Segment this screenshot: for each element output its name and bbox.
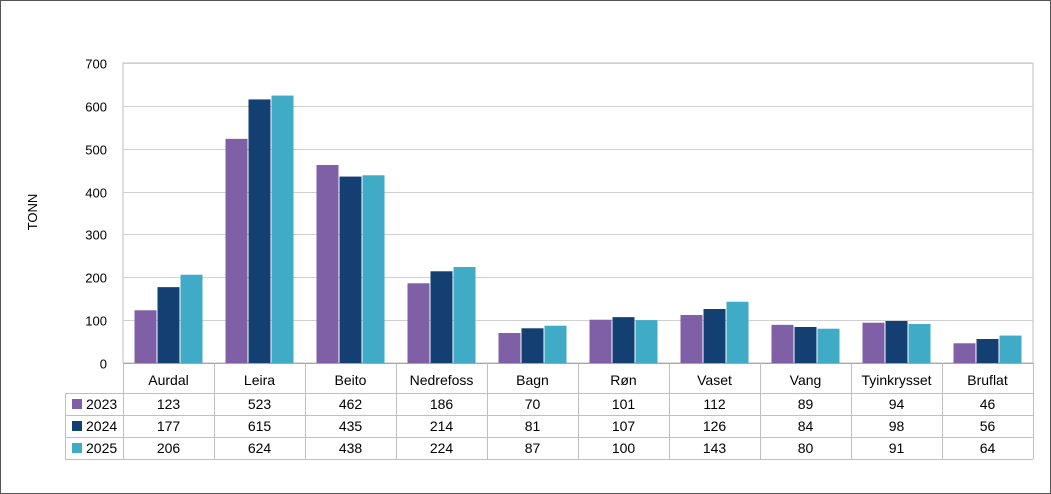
bar-2023-Vaset [680,315,703,363]
category-label: Nedrefoss [410,372,474,388]
data-label: 126 [703,418,727,434]
data-label: 91 [889,440,905,456]
bar-2025-Beito [362,175,385,363]
category-label: Beito [335,372,367,388]
series-label: 2024 [86,418,117,434]
y-tick-label: 100 [85,314,107,329]
series-label: 2023 [86,396,117,412]
bar-2023-Røn [589,319,612,363]
category-label: Aurdal [148,372,188,388]
bar-2023-Beito [316,165,339,363]
bar-2024-Aurdal [157,287,180,363]
data-label: 112 [703,396,726,412]
y-tick-label: 400 [85,186,107,201]
data-label: 438 [339,440,363,456]
data-label: 101 [612,396,636,412]
category-label: Vaset [697,372,732,388]
bar-2025-Tyinkrysset [908,324,931,363]
legend-key-2025 [72,443,82,453]
bar-2025-Aurdal [180,274,203,363]
legend-key-2023 [72,399,82,409]
bar-2024-Bruflat [976,339,999,363]
bar-2024-Beito [339,176,362,363]
axes: 0 100 200 300 400 500 600 700 [85,57,1033,372]
bar-2023-Aurdal [134,310,157,363]
data-label: 615 [248,418,272,434]
y-tick-label: 0 [100,357,107,372]
data-label: 70 [525,396,541,412]
bar-2025-Røn [635,320,658,363]
category-label: Bruflat [967,372,1008,388]
bar-2025-Nedrefoss [453,267,476,363]
y-tick-label: 200 [85,271,107,286]
data-label: 64 [980,440,996,456]
data-table: Aurdal Leira Beito Nedrefoss Bagn Røn Vaset Van… [65,363,1034,460]
bar-2023-Vang [771,324,794,363]
bar-2023-Bagn [498,333,521,363]
category-label: Tyinkrysset [861,372,931,388]
y-tick-label: 300 [85,228,107,243]
y-tick-label: 500 [85,143,107,158]
legend-key-2024 [72,421,82,431]
data-label: 87 [525,440,541,456]
data-label: 107 [612,418,636,434]
data-label: 435 [339,418,363,434]
data-label: 224 [430,440,454,456]
data-label: 80 [798,440,814,456]
data-label: 56 [980,418,996,434]
data-label: 523 [248,396,272,412]
data-label: 177 [157,418,181,434]
bar-2024-Bagn [521,328,544,363]
bars [134,95,1022,364]
bar-2025-Bagn [544,325,567,363]
y-tick-label: 700 [85,57,107,72]
bar-2023-Bruflat [953,343,976,363]
data-label: 94 [889,396,905,412]
bar-2024-Røn [612,317,635,363]
data-label: 214 [430,418,454,434]
data-label: 89 [798,396,814,412]
bar-2024-Tyinkrysset [885,321,908,363]
data-label: 100 [612,440,636,456]
bar-2023-Tyinkrysset [862,322,885,363]
category-label: Vang [790,372,822,388]
bar-2024-Nedrefoss [430,271,453,363]
data-label: 624 [248,440,272,456]
bar-2024-Vaset [703,309,726,363]
bar-2025-Bruflat [999,335,1022,363]
bar-2024-Leira [248,99,271,363]
data-label: 84 [798,418,814,434]
data-label: 186 [430,396,454,412]
series-label: 2025 [86,440,117,456]
bar-2025-Leira [271,95,294,364]
category-label: Bagn [516,372,549,388]
bar-2025-Vaset [726,301,749,363]
data-label: 462 [339,396,363,412]
bar-2025-Vang [817,328,840,363]
y-axis-title: TONN [25,194,40,231]
data-label: 206 [157,440,181,456]
data-label: 123 [157,396,181,412]
y-tick-label: 600 [85,100,107,115]
data-label: 81 [525,418,541,434]
data-label: 143 [703,440,727,456]
data-label: 46 [980,396,996,412]
bar-2023-Nedrefoss [407,283,430,363]
category-label: Leira [244,372,275,388]
category-label: Røn [610,372,636,388]
data-label: 98 [889,418,905,434]
bar-2024-Vang [794,327,817,363]
bar-2023-Leira [225,138,248,363]
